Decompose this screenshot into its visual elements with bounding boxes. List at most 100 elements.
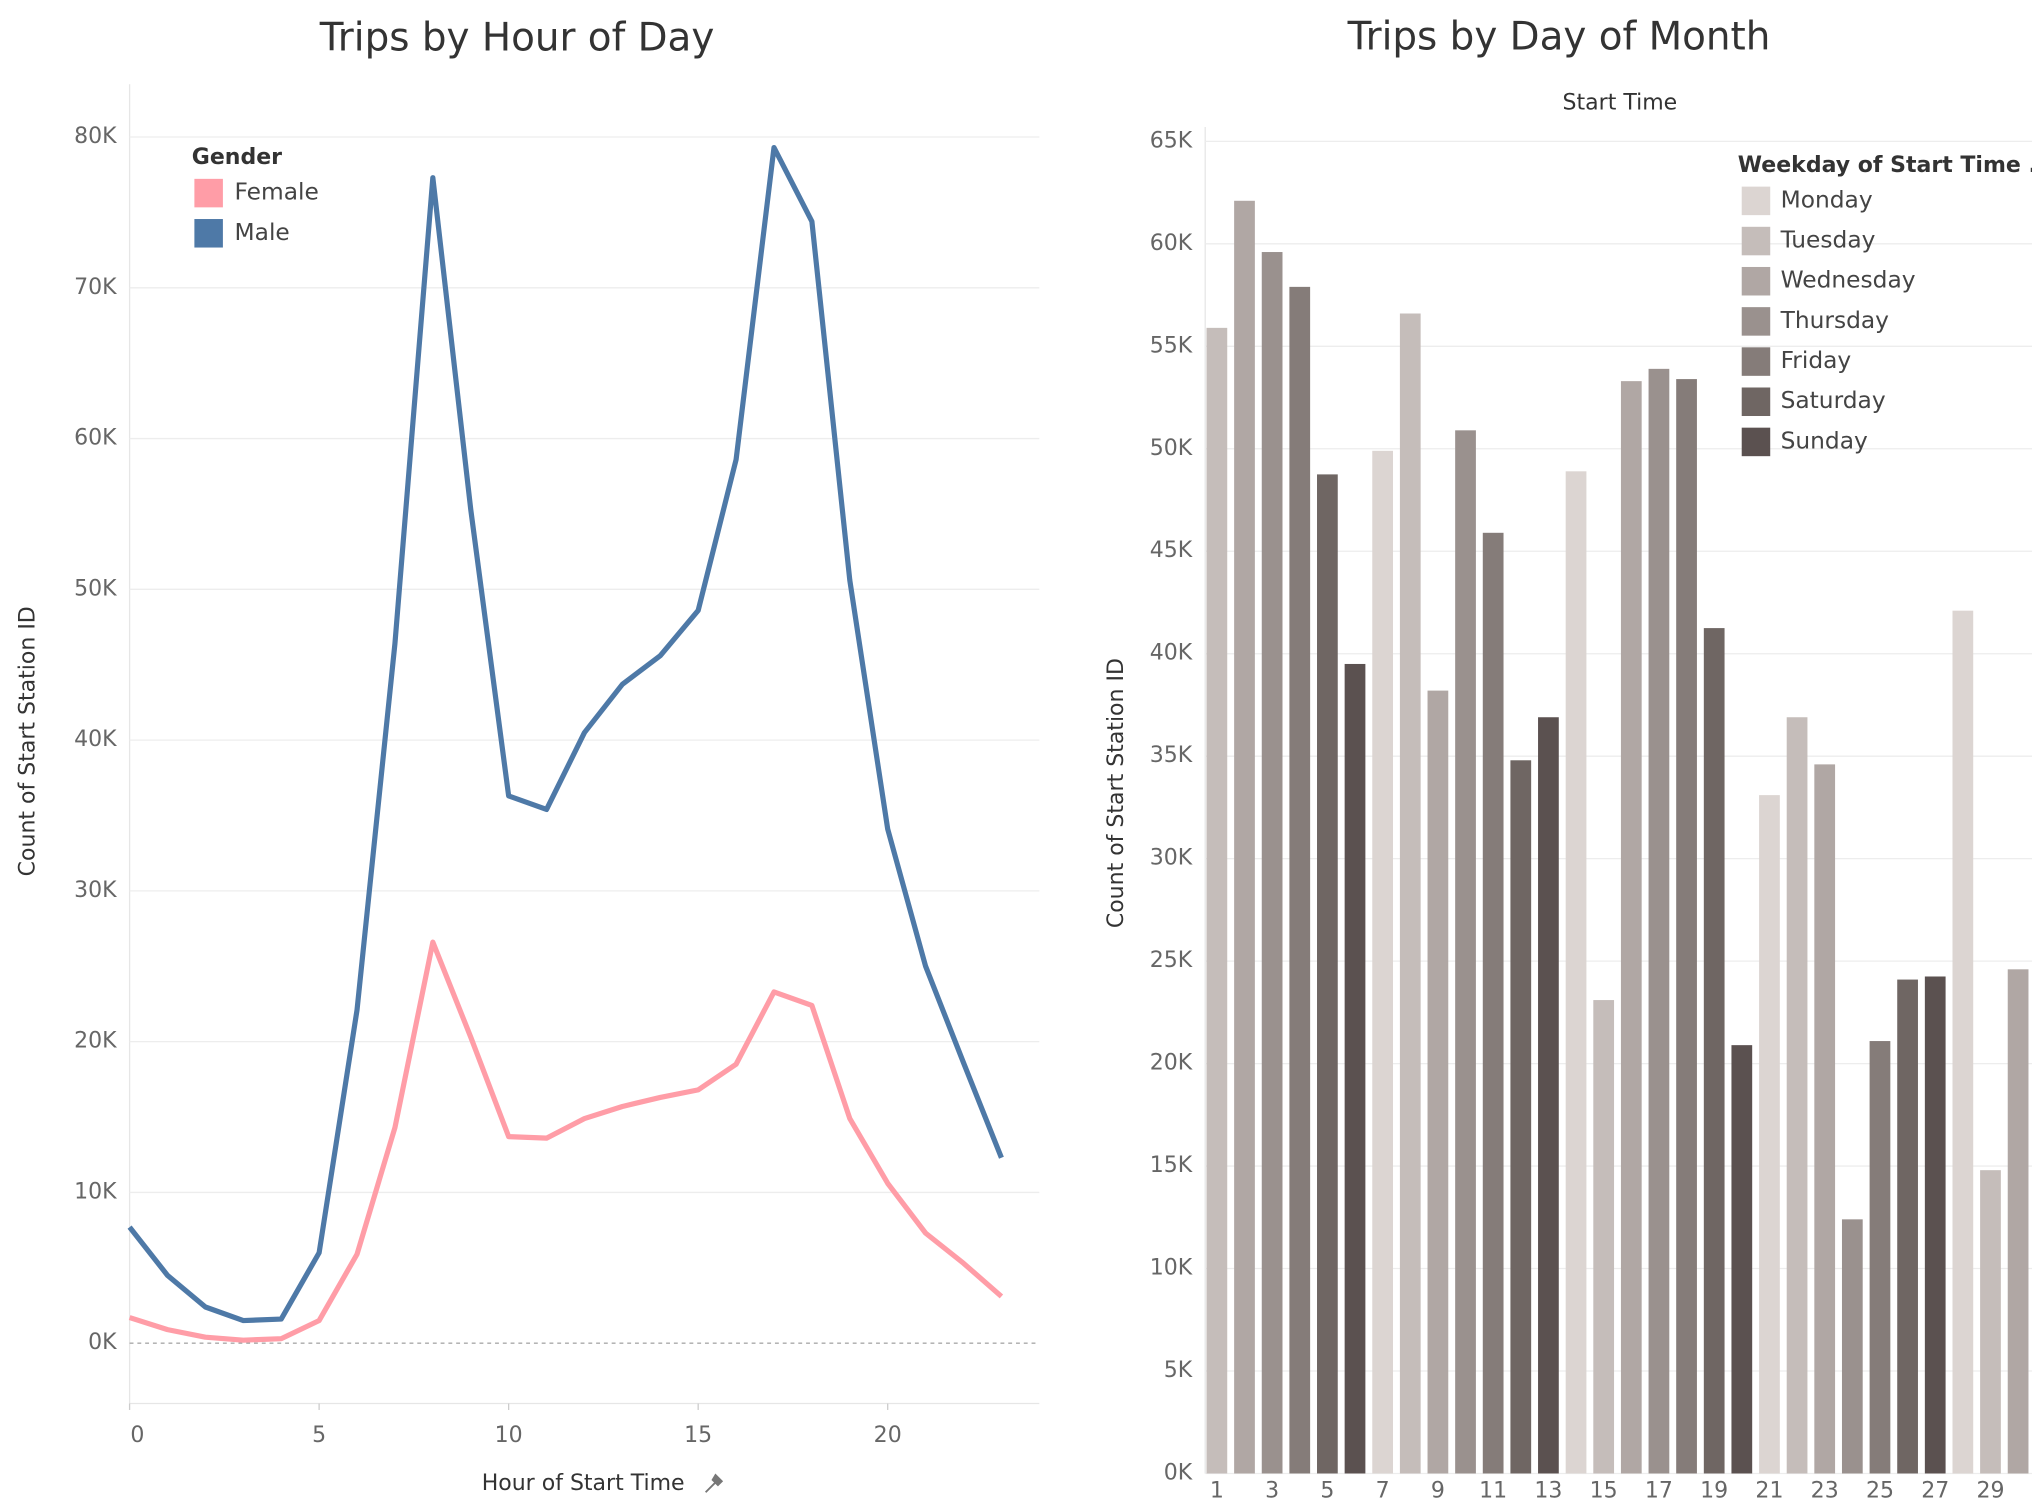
y-tick-label: 40K (74, 727, 117, 752)
bar (1261, 252, 1283, 1474)
x-tick-label: 15 (1590, 1479, 1618, 1502)
x-tick-label: 23 (1811, 1479, 1839, 1502)
legend-swatch (194, 178, 223, 208)
x-tick-label: 3 (1265, 1479, 1279, 1502)
legend-label: Female (235, 179, 319, 206)
x-tick-label: 13 (1534, 1479, 1562, 1502)
legend-label: Saturday (1781, 387, 1886, 414)
bar (1620, 381, 1642, 1474)
x-tick-label: 5 (312, 1423, 326, 1448)
bar (1234, 200, 1255, 1474)
x-tick-label: 17 (1645, 1479, 1673, 1502)
y-tick-label: 60K (74, 426, 117, 451)
y-tick-label: 10K (74, 1179, 117, 1204)
bar (1759, 795, 1780, 1474)
bar (1289, 286, 1311, 1474)
chart-title: Trips by Day of Month (1347, 14, 1771, 59)
x-tick-label: 15 (684, 1423, 712, 1448)
bar (1786, 717, 1808, 1474)
y-tick-label: 20K (1150, 1051, 1193, 1076)
x-tick-label: 9 (1431, 1479, 1445, 1502)
bar (1593, 1000, 1615, 1474)
bar (1399, 313, 1421, 1474)
bar (1814, 764, 1836, 1474)
pin-icon (704, 1473, 724, 1493)
legend-label: Male (235, 219, 290, 246)
bar (1455, 430, 1476, 1474)
x-tick-label: 25 (1866, 1479, 1894, 1502)
legend-label: Thursday (1780, 307, 1890, 334)
legend-swatch (1741, 387, 1771, 417)
bar (1869, 1041, 1891, 1474)
legend-swatch (1741, 427, 1771, 457)
bar (1731, 1045, 1753, 1474)
bar (2007, 969, 2029, 1474)
x-tick-label: 20 (874, 1423, 902, 1448)
chart-title: Trips by Hour of Day (319, 16, 715, 61)
bar (1648, 368, 1670, 1474)
y-tick-label: 25K (1150, 948, 1193, 973)
bar (1676, 379, 1697, 1474)
line-series (127, 144, 1004, 1324)
legend-label: Sunday (1781, 427, 1868, 454)
x-axis-label: Hour of Start Time (482, 1471, 685, 1496)
y-tick-label: 40K (1150, 641, 1193, 666)
bar (1980, 1170, 2001, 1474)
legend-swatch (1741, 307, 1771, 336)
legend-swatch (1741, 226, 1771, 256)
bar (1703, 628, 1725, 1474)
x-tick-label: 0 (130, 1423, 144, 1448)
legend-swatch (1741, 266, 1771, 296)
x-tick-label: 21 (1755, 1479, 1783, 1502)
y-tick-label: 60K (1150, 231, 1193, 256)
bar (1510, 760, 1532, 1474)
y-tick-label: 10K (1150, 1256, 1193, 1281)
bar (1565, 471, 1587, 1474)
x-tick-label: 5 (1320, 1479, 1334, 1502)
legend-title: Gender (192, 145, 282, 170)
x-tick-label: 10 (495, 1423, 523, 1448)
y-tick-label: 15K (1150, 1153, 1193, 1178)
y-tick-label: 0K (88, 1330, 117, 1355)
y-axis-label: Count of Start Station ID (16, 606, 41, 876)
x-tick-label: 11 (1479, 1479, 1507, 1502)
y-tick-label: 50K (1150, 436, 1193, 461)
legend-title: Weekday of Start Time .. (1738, 153, 2032, 178)
x-tick-label: 29 (1976, 1479, 2004, 1502)
x-tick-label: 19 (1700, 1479, 1728, 1502)
y-tick-label: 35K (1150, 743, 1193, 768)
bar (1344, 663, 1366, 1474)
chart-subtitle: Start Time (1563, 91, 1678, 116)
legend-label: Wednesday (1781, 267, 1916, 294)
y-axis-label: Count of Start Station ID (1104, 658, 1129, 928)
y-tick-label: 0K (1164, 1460, 1193, 1485)
bar (1924, 976, 1946, 1474)
bar (1897, 979, 1918, 1474)
y-tick-label: 50K (74, 576, 117, 601)
legend-swatch (1741, 347, 1771, 376)
line-series (128, 939, 1004, 1343)
y-tick-label: 20K (74, 1029, 117, 1054)
y-tick-label: 80K (74, 124, 117, 149)
y-tick-label: 5K (1164, 1358, 1193, 1383)
y-tick-label: 65K (1150, 128, 1193, 153)
x-tick-label: 7 (1376, 1479, 1390, 1502)
x-tick-label: 1 (1210, 1479, 1224, 1502)
legend-label: Monday (1781, 186, 1873, 213)
legend-label: Friday (1781, 347, 1852, 374)
y-tick-label: 45K (1150, 538, 1193, 563)
bar (1841, 1219, 1863, 1474)
bar (1372, 450, 1394, 1474)
y-tick-label: 30K (1150, 846, 1193, 871)
bar (1482, 532, 1504, 1474)
y-tick-label: 55K (1150, 333, 1193, 358)
y-tick-label: 70K (74, 275, 117, 300)
bar (1206, 327, 1228, 1474)
legend-swatch (1741, 186, 1771, 216)
legend-swatch (194, 219, 223, 248)
bar (1427, 690, 1449, 1474)
y-tick-label: 30K (74, 878, 117, 903)
x-tick-label: 27 (1921, 1479, 1949, 1502)
